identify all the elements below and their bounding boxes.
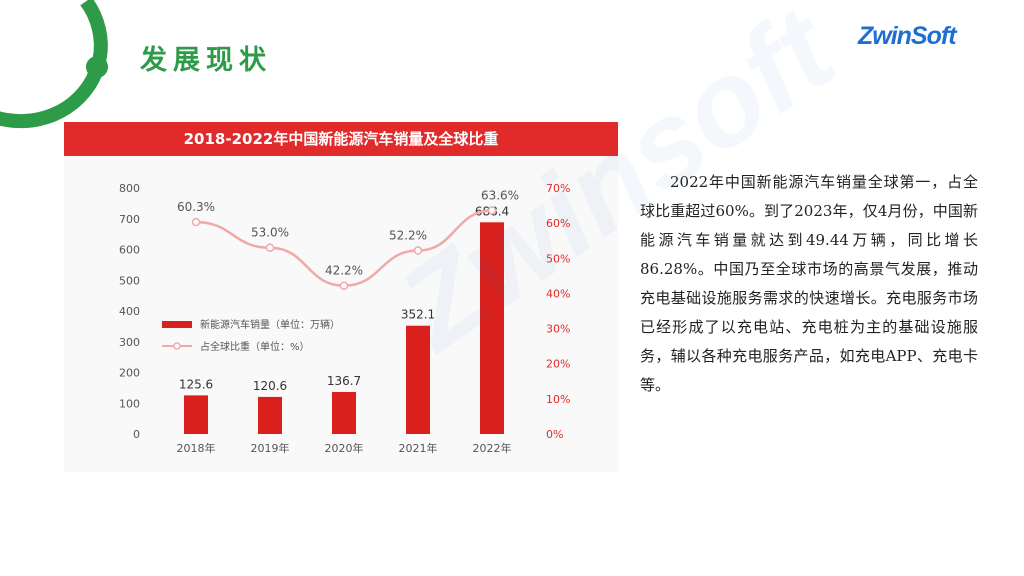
x-axis-tick-label: 2019年	[251, 441, 290, 455]
share-point	[339, 281, 349, 290]
y-axis-left-tick: 600	[119, 244, 140, 257]
share-point	[487, 206, 497, 215]
legend-bar-label: 新能源汽车销量（单位：万辆）	[200, 318, 340, 331]
x-axis-tick-label: 2018年	[177, 441, 216, 455]
x-axis-tick-label: 2021年	[399, 441, 438, 455]
y-axis-right-tick: 50%	[546, 252, 570, 265]
share-value-label: 60.3%	[177, 200, 215, 214]
y-axis-right-tick: 40%	[546, 287, 570, 300]
bar-value-label: 120.6	[253, 379, 287, 393]
legend-bar-swatch	[162, 321, 192, 328]
share-point	[265, 243, 275, 252]
description-text: 2022年中国新能源汽车销量全球第一，占全球比重超过60%。到了2023年，仅4…	[640, 173, 978, 394]
chart-panel: 2018-2022年中国新能源汽车销量及全球比重 0 100 200 300 400 50…	[64, 122, 618, 472]
bar-value-label: 125.6	[179, 377, 213, 391]
chart-bar	[332, 391, 356, 434]
legend-line-label: 占全球比重（单位：%）	[200, 340, 310, 353]
brand-logo: ZwinSoft	[858, 22, 957, 50]
chart-bar	[480, 222, 504, 434]
y-axis-left-tick: 0	[133, 428, 140, 441]
y-axis-right-tick: 0%	[546, 428, 563, 441]
y-axis-right-tick: 30%	[546, 323, 570, 336]
share-value-label: 42.2%	[325, 264, 363, 278]
decorative-dot	[86, 56, 108, 78]
share-point	[191, 217, 201, 227]
y-axis-right-tick: 20%	[546, 358, 570, 371]
y-axis-right-tick: 10%	[546, 393, 570, 406]
share-point	[413, 246, 423, 255]
y-axis-right-tick: 60%	[546, 217, 570, 230]
y-axis-left-tick: 400	[119, 305, 140, 318]
y-axis-left-tick: 200	[119, 367, 140, 380]
bar-value-label: 352.1	[401, 308, 435, 322]
chart-bar	[406, 325, 430, 434]
chart-bar	[184, 395, 208, 434]
y-axis-left-tick: 500	[119, 274, 140, 287]
legend-line-marker	[173, 342, 181, 350]
bar-value-label: 136.7	[327, 374, 361, 388]
share-value-label: 52.2%	[389, 229, 427, 243]
y-axis-left-tick: 700	[119, 213, 140, 226]
page-title: 发展现状	[140, 45, 272, 76]
share-value-label: 63.6%	[481, 188, 519, 202]
y-axis-left-tick: 100	[119, 397, 140, 410]
y-axis-right-tick: 70%	[546, 182, 570, 195]
chart-svg: 0 100 200 300 400 500 600 700 800 0% 10% 20% 30% 40% 5…	[119, 182, 570, 455]
x-axis-tick-label: 2020年	[325, 441, 364, 455]
chart-bar	[258, 396, 282, 434]
y-axis-left-tick: 300	[119, 336, 140, 349]
share-value-label: 53.0%	[251, 226, 289, 240]
y-axis-left-tick: 800	[119, 182, 140, 195]
x-axis-tick-label: 2022年	[473, 441, 512, 455]
chart-title: 2018-2022年中国新能源汽车销量及全球比重	[64, 122, 618, 156]
